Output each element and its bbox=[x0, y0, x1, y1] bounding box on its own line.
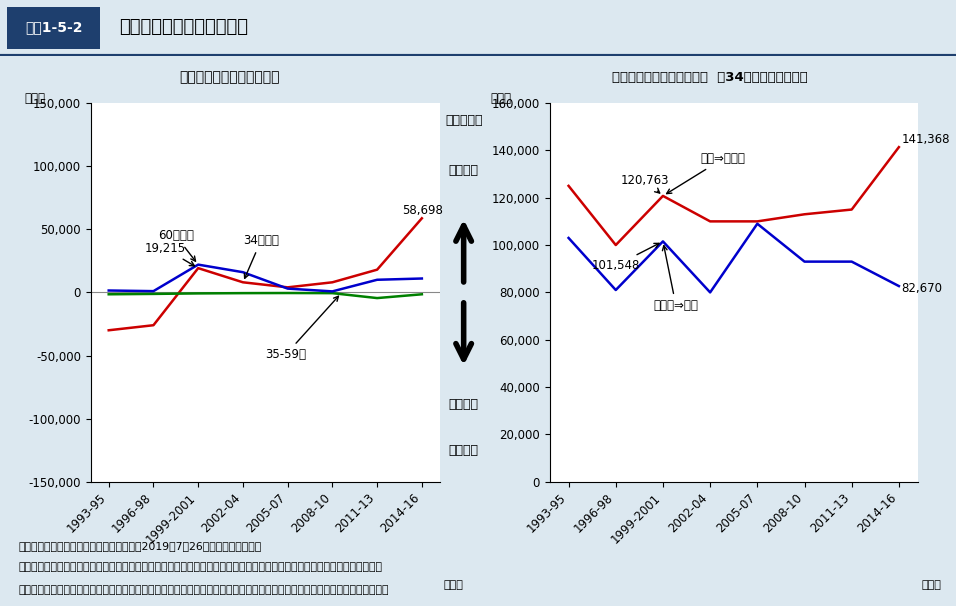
Text: 資料：厚生労働省雇用政策研究会報告書（2019年7月26日）より一部改変。: 資料：厚生労働省雇用政策研究会報告書（2019年7月26日）より一部改変。 bbox=[19, 541, 262, 551]
Text: 首都圏・地方間の労働移動  （34歳以下に限る。）: 首都圏・地方間の労働移動 （34歳以下に限る。） bbox=[612, 71, 808, 84]
Text: 地方⇒首都圏: 地方⇒首都圏 bbox=[666, 152, 746, 194]
Text: 34歳以下: 34歳以下 bbox=[243, 235, 279, 278]
Text: 120,763: 120,763 bbox=[620, 173, 669, 193]
Text: 60歳以上: 60歳以上 bbox=[158, 229, 196, 261]
Text: 首都圏への: 首都圏への bbox=[445, 115, 483, 127]
Text: （注）　厚生労働省政策統括官付参事官付雇用・賃金福祉統計室「雇用動向調査」における個票情報を職業安定局雇用政策課: （注） 厚生労働省政策統括官付参事官付雇用・賃金福祉統計室「雇用動向調査」におけ… bbox=[19, 562, 383, 571]
Text: 首都圏⇒地方: 首都圏⇒地方 bbox=[654, 245, 699, 312]
Text: 58,698: 58,698 bbox=[402, 204, 443, 217]
Text: 首都圏・地方間の労働移動: 首都圏・地方間の労働移動 bbox=[120, 18, 249, 36]
Text: 101,548: 101,548 bbox=[592, 244, 659, 271]
Text: 141,368: 141,368 bbox=[902, 133, 949, 146]
Text: （人）: （人） bbox=[25, 92, 46, 105]
FancyBboxPatch shape bbox=[7, 7, 100, 49]
Text: 地方への: 地方への bbox=[448, 399, 479, 411]
Text: 図表1-5-2: 図表1-5-2 bbox=[25, 20, 82, 34]
Text: 首都圏・地方間の労働移動: 首都圏・地方間の労働移動 bbox=[179, 70, 280, 84]
Text: 流出超過: 流出超過 bbox=[448, 444, 479, 457]
Text: 82,670: 82,670 bbox=[902, 282, 943, 295]
Text: 流出超過: 流出超過 bbox=[448, 164, 479, 176]
Text: において特別集計して作成。「首都圏」とは、「東京」「埼玉」「千葉」「神奈川」をさす。地方とはそれ以外をさす。: において特別集計して作成。「首都圏」とは、「東京」「埼玉」「千葉」「神奈川」をさ… bbox=[19, 585, 389, 594]
Text: 35-59歳: 35-59歳 bbox=[266, 296, 338, 361]
Text: （年）: （年） bbox=[922, 581, 942, 590]
Text: （人）: （人） bbox=[490, 92, 511, 105]
Text: 19,215: 19,215 bbox=[144, 242, 194, 266]
Text: （年）: （年） bbox=[444, 581, 463, 590]
